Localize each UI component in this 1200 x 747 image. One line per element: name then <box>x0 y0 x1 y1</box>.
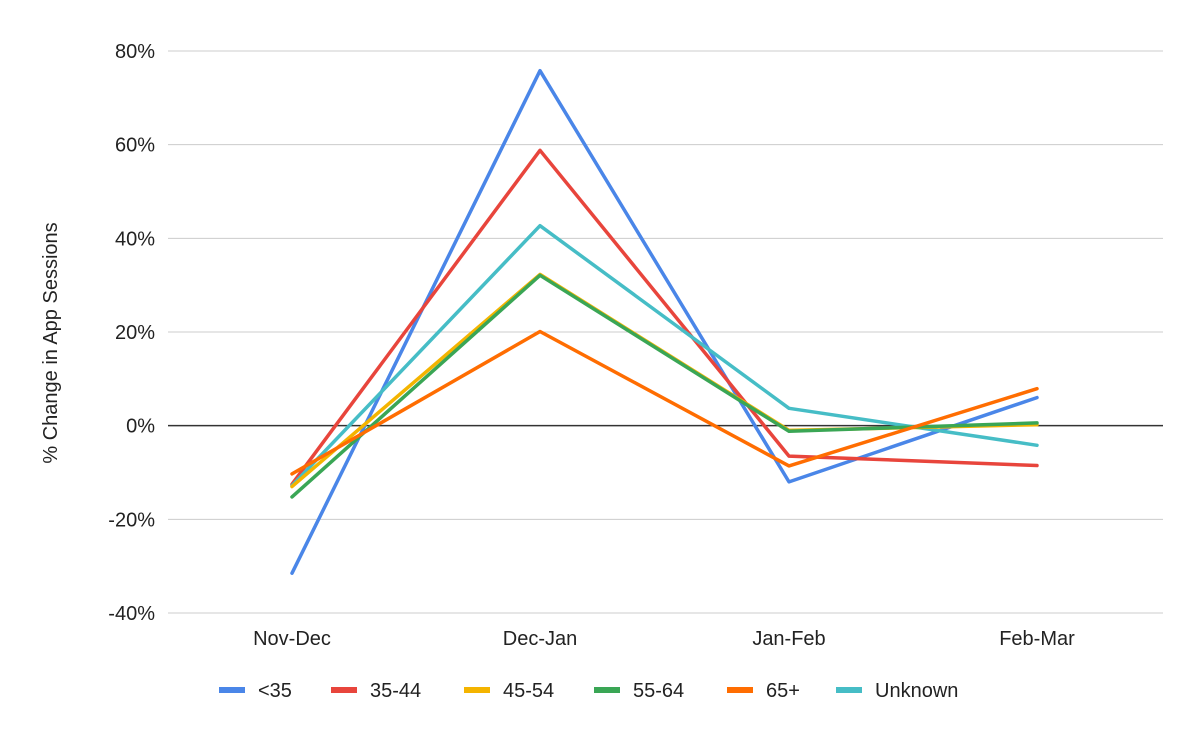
y-tick-label: 60% <box>115 135 155 157</box>
legend-label: Unknown <box>875 680 958 702</box>
y-tick-label: -20% <box>108 509 155 531</box>
x-axis-ticks: Nov-Dec Dec-Jan Jan-Feb Feb-Mar <box>253 628 1075 650</box>
legend-label: <35 <box>258 680 292 702</box>
series-line-35-44 <box>290 148 1039 486</box>
series-line-55-64 <box>290 273 1039 499</box>
x-tick-label: Jan-Feb <box>752 628 825 650</box>
y-axis-label: % Change in App Sessions <box>40 222 62 463</box>
x-tick-label: Nov-Dec <box>253 628 331 650</box>
legend: <35 35-44 45-54 55-64 65+ Unknown <box>219 680 958 702</box>
x-tick-label: Dec-Jan <box>503 628 577 650</box>
gridlines <box>168 50 1163 614</box>
y-axis-ticks: 80% 60% 40% 20% 0% -20% -40% <box>108 41 155 625</box>
legend-label: 55-64 <box>633 680 684 702</box>
series-line-unknown <box>290 223 1039 488</box>
y-tick-label: 40% <box>115 228 155 250</box>
x-tick-label: Feb-Mar <box>999 628 1075 650</box>
legend-label: 35-44 <box>370 680 421 702</box>
series-line-45-54 <box>290 272 1039 489</box>
series-line-35 <box>290 68 1039 575</box>
y-tick-label: 0% <box>126 416 155 438</box>
series-lines <box>290 68 1039 575</box>
y-tick-label: -40% <box>108 603 155 625</box>
y-tick-label: 20% <box>115 322 155 344</box>
y-tick-label: 80% <box>115 41 155 63</box>
series-line-65 <box>290 329 1039 476</box>
legend-label: 45-54 <box>503 680 554 702</box>
legend-label: 65+ <box>766 680 800 702</box>
